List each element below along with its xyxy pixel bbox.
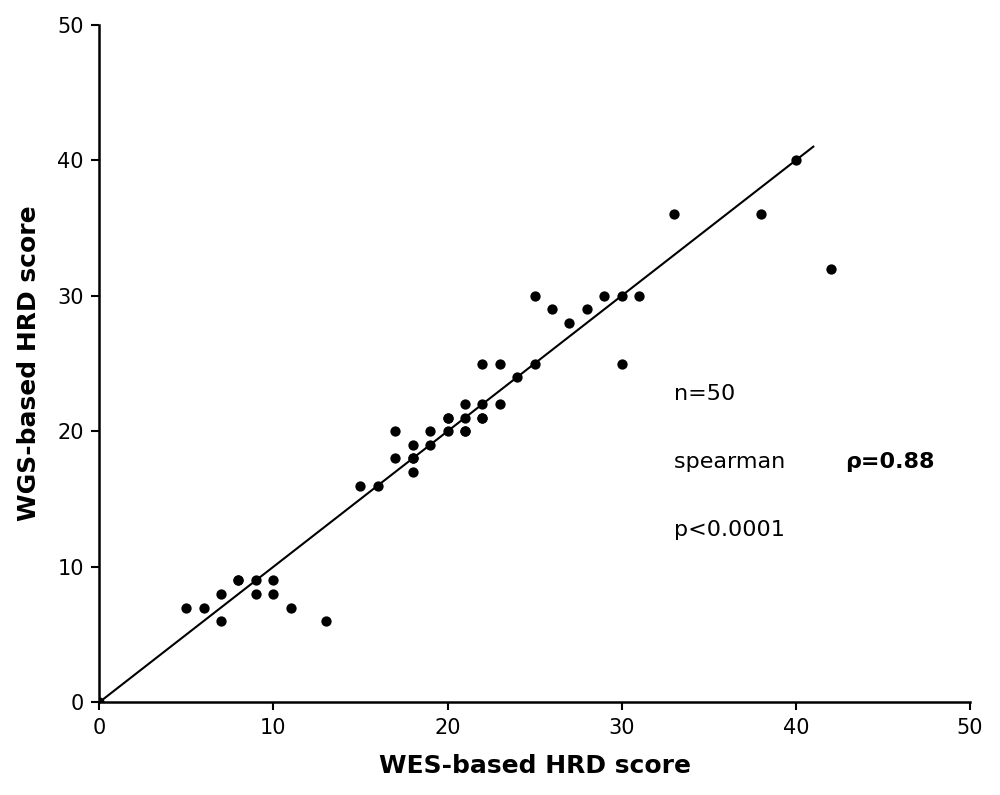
Point <box>474 411 490 424</box>
Point <box>318 615 334 627</box>
Point <box>457 425 473 438</box>
Point <box>405 439 421 452</box>
Point <box>248 588 264 600</box>
Y-axis label: WGS-based HRD score: WGS-based HRD score <box>17 206 41 522</box>
Point <box>352 479 368 492</box>
Point <box>230 574 246 587</box>
Point <box>492 398 508 410</box>
Point <box>196 601 212 614</box>
Point <box>596 289 612 302</box>
Point <box>405 452 421 465</box>
Point <box>457 425 473 438</box>
Point <box>614 357 630 370</box>
Point <box>213 615 229 627</box>
X-axis label: WES-based HRD score: WES-based HRD score <box>379 754 691 778</box>
Point <box>370 479 386 492</box>
Point <box>474 411 490 424</box>
Point <box>457 398 473 410</box>
Point <box>91 696 107 709</box>
Point <box>387 452 403 465</box>
Point <box>387 425 403 438</box>
Point <box>440 411 456 424</box>
Point <box>405 452 421 465</box>
Point <box>614 289 630 302</box>
Point <box>440 425 456 438</box>
Text: p<0.0001: p<0.0001 <box>674 520 785 540</box>
Point <box>265 588 281 600</box>
Point <box>178 601 194 614</box>
Point <box>265 574 281 587</box>
Point <box>457 411 473 424</box>
Point <box>230 574 246 587</box>
Point <box>440 411 456 424</box>
Text: ρ=0.88: ρ=0.88 <box>845 452 934 472</box>
Text: n=50: n=50 <box>674 384 735 404</box>
Point <box>527 357 543 370</box>
Point <box>788 154 804 167</box>
Point <box>474 357 490 370</box>
Point <box>561 316 577 329</box>
Point <box>474 398 490 410</box>
Point <box>753 208 769 221</box>
Point <box>248 574 264 587</box>
Point <box>422 425 438 438</box>
Point <box>666 208 682 221</box>
Point <box>509 370 525 383</box>
Point <box>283 601 299 614</box>
Point <box>527 289 543 302</box>
Point <box>422 439 438 452</box>
Point <box>579 303 595 316</box>
Point <box>544 303 560 316</box>
Point <box>823 262 839 275</box>
Point <box>631 289 647 302</box>
Point <box>213 588 229 600</box>
Text: spearman: spearman <box>674 452 792 472</box>
Point <box>405 466 421 479</box>
Point <box>492 357 508 370</box>
